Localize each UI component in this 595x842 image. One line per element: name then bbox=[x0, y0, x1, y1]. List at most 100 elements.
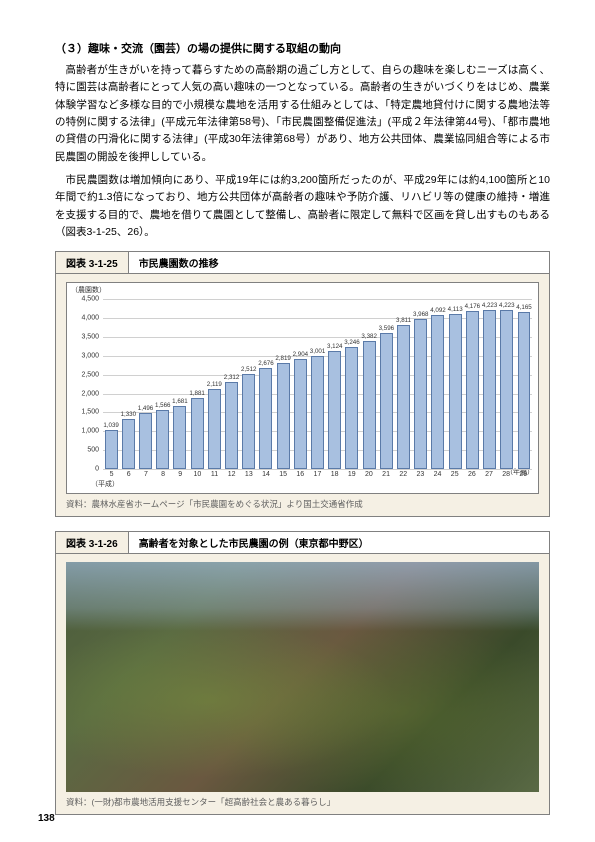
bar bbox=[277, 363, 290, 469]
bar-value-label: 4,176 bbox=[465, 303, 480, 310]
bar-column: 1,881 bbox=[189, 390, 205, 469]
bar bbox=[173, 406, 186, 470]
bar-column: 2,312 bbox=[223, 374, 239, 469]
bar-value-label: 2,312 bbox=[224, 374, 239, 381]
bar-value-label: 4,223 bbox=[482, 302, 497, 309]
bar bbox=[156, 410, 169, 469]
bar-value-label: 4,092 bbox=[430, 307, 445, 314]
figure-body: 資料：(一財)都市農地活用支援センター「超高齢社会と農ある暮らし」 bbox=[56, 554, 549, 814]
x-tick-label: 26 bbox=[463, 471, 480, 478]
y-tick-label: 2,500 bbox=[73, 371, 99, 378]
y-tick-label: 4,500 bbox=[73, 296, 99, 303]
x-tick-label: 13 bbox=[240, 471, 257, 478]
bar-column: 4,223 bbox=[499, 302, 515, 470]
bar bbox=[311, 356, 324, 469]
x-tick-label: 21 bbox=[378, 471, 395, 478]
figure-body: （農園数） （年度） 05001,0001,5002,0002,5003,000… bbox=[56, 274, 549, 516]
bar bbox=[500, 310, 513, 470]
bar bbox=[431, 315, 444, 470]
bar-column: 1,496 bbox=[137, 405, 153, 470]
bar-value-label: 1,330 bbox=[121, 411, 136, 418]
bar bbox=[466, 311, 479, 469]
chart-source-note: 資料：農林水産省ホームページ「市民農園をめぐる状況」より国土交通省作成 bbox=[66, 498, 539, 510]
x-tick-label: 24 bbox=[429, 471, 446, 478]
bar bbox=[328, 351, 341, 469]
bar bbox=[225, 382, 238, 469]
bar-value-label: 3,001 bbox=[310, 348, 325, 355]
bar-column: 3,001 bbox=[309, 348, 325, 469]
x-tick-label: 6 bbox=[120, 471, 137, 478]
y-tick-label: 1,500 bbox=[73, 409, 99, 416]
bar-value-label: 3,382 bbox=[361, 333, 376, 340]
bar-value-label: 2,904 bbox=[293, 351, 308, 358]
bar-column: 1,039 bbox=[103, 422, 119, 469]
x-tick-label: 16 bbox=[292, 471, 309, 478]
bar-value-label: 1,681 bbox=[172, 398, 187, 405]
bar-column: 2,676 bbox=[258, 360, 274, 469]
x-tick-label: 10 bbox=[189, 471, 206, 478]
x-tick-label: 17 bbox=[309, 471, 326, 478]
x-tick-label: 11 bbox=[206, 471, 223, 478]
bar-column: 1,330 bbox=[120, 411, 136, 469]
x-tick-label: 19 bbox=[343, 471, 360, 478]
bar-value-label: 3,124 bbox=[327, 343, 342, 350]
bar bbox=[208, 389, 221, 469]
bars-container: 1,0391,3301,4961,5661,6811,8812,1192,312… bbox=[103, 299, 532, 469]
bar bbox=[345, 347, 358, 470]
x-tick-label: 9 bbox=[172, 471, 189, 478]
bar-value-label: 2,819 bbox=[275, 355, 290, 362]
figure-3-1-25: 図表 3-1-25 市民農園数の推移 （農園数） （年度） 05001,0001… bbox=[55, 251, 550, 517]
figure-title: 市民農園数の推移 bbox=[129, 252, 229, 273]
bar-value-label: 3,811 bbox=[396, 317, 411, 324]
x-tick-label: 20 bbox=[360, 471, 377, 478]
x-tick-label: 23 bbox=[412, 471, 429, 478]
bar-column: 1,681 bbox=[172, 398, 188, 470]
bar bbox=[294, 359, 307, 469]
x-tick-label: 8 bbox=[154, 471, 171, 478]
page-number: 138 bbox=[38, 813, 55, 824]
x-axis-labels: 5678910111213141516171819202122232425262… bbox=[103, 471, 532, 478]
chart-plot-area: 05001,0001,5002,0002,5003,0003,5004,0004… bbox=[103, 299, 532, 469]
bar-column: 2,819 bbox=[275, 355, 291, 469]
bar-column: 3,968 bbox=[413, 311, 429, 469]
bar-column: 4,223 bbox=[481, 302, 497, 470]
section-heading: （３）趣味・交流（園芸）の場の提供に関する取組の動向 bbox=[55, 40, 550, 56]
bar bbox=[397, 325, 410, 469]
bar-column: 4,113 bbox=[447, 306, 463, 469]
figure-3-1-26: 図表 3-1-26 高齢者を対象とした市民農園の例（東京都中野区） 資料：(一財… bbox=[55, 531, 550, 815]
bar-value-label: 1,566 bbox=[155, 402, 170, 409]
y-tick-label: 4,000 bbox=[73, 315, 99, 322]
x-tick-label: 14 bbox=[257, 471, 274, 478]
x-tick-label: 27 bbox=[480, 471, 497, 478]
bar bbox=[414, 319, 427, 469]
bar-chart: （農園数） （年度） 05001,0001,5002,0002,5003,000… bbox=[66, 282, 539, 494]
y-tick-label: 1,000 bbox=[73, 428, 99, 435]
y-tick-label: 3,000 bbox=[73, 352, 99, 359]
y-tick-label: 2,000 bbox=[73, 390, 99, 397]
bar bbox=[259, 368, 272, 469]
figure-tag: 図表 3-1-25 bbox=[56, 252, 129, 273]
y-tick-label: 0 bbox=[73, 466, 99, 473]
x-tick-label: 18 bbox=[326, 471, 343, 478]
bar-column: 3,596 bbox=[378, 325, 394, 469]
figure-title: 高齢者を対象とした市民農園の例（東京都中野区） bbox=[129, 532, 379, 553]
bar-value-label: 2,512 bbox=[241, 366, 256, 373]
bar-column: 2,119 bbox=[206, 381, 222, 469]
figure-header: 図表 3-1-26 高齢者を対象とした市民農園の例（東京都中野区） bbox=[56, 532, 549, 554]
bar-value-label: 3,968 bbox=[413, 311, 428, 318]
bar bbox=[483, 310, 496, 470]
bar-value-label: 1,039 bbox=[103, 422, 118, 429]
bar-value-label: 1,496 bbox=[138, 405, 153, 412]
bar-column: 4,092 bbox=[430, 307, 446, 470]
bar-column: 3,124 bbox=[327, 343, 343, 469]
grid-line bbox=[103, 469, 532, 470]
bar-value-label: 1,881 bbox=[189, 390, 204, 397]
x-tick-label: 7 bbox=[137, 471, 154, 478]
bar-value-label: 3,246 bbox=[344, 339, 359, 346]
bar-column: 4,165 bbox=[516, 304, 532, 469]
bar bbox=[363, 341, 376, 469]
x-axis-left-label: （平成） bbox=[91, 479, 532, 489]
bar bbox=[449, 314, 462, 469]
bar-value-label: 2,676 bbox=[258, 360, 273, 367]
bar bbox=[191, 398, 204, 469]
